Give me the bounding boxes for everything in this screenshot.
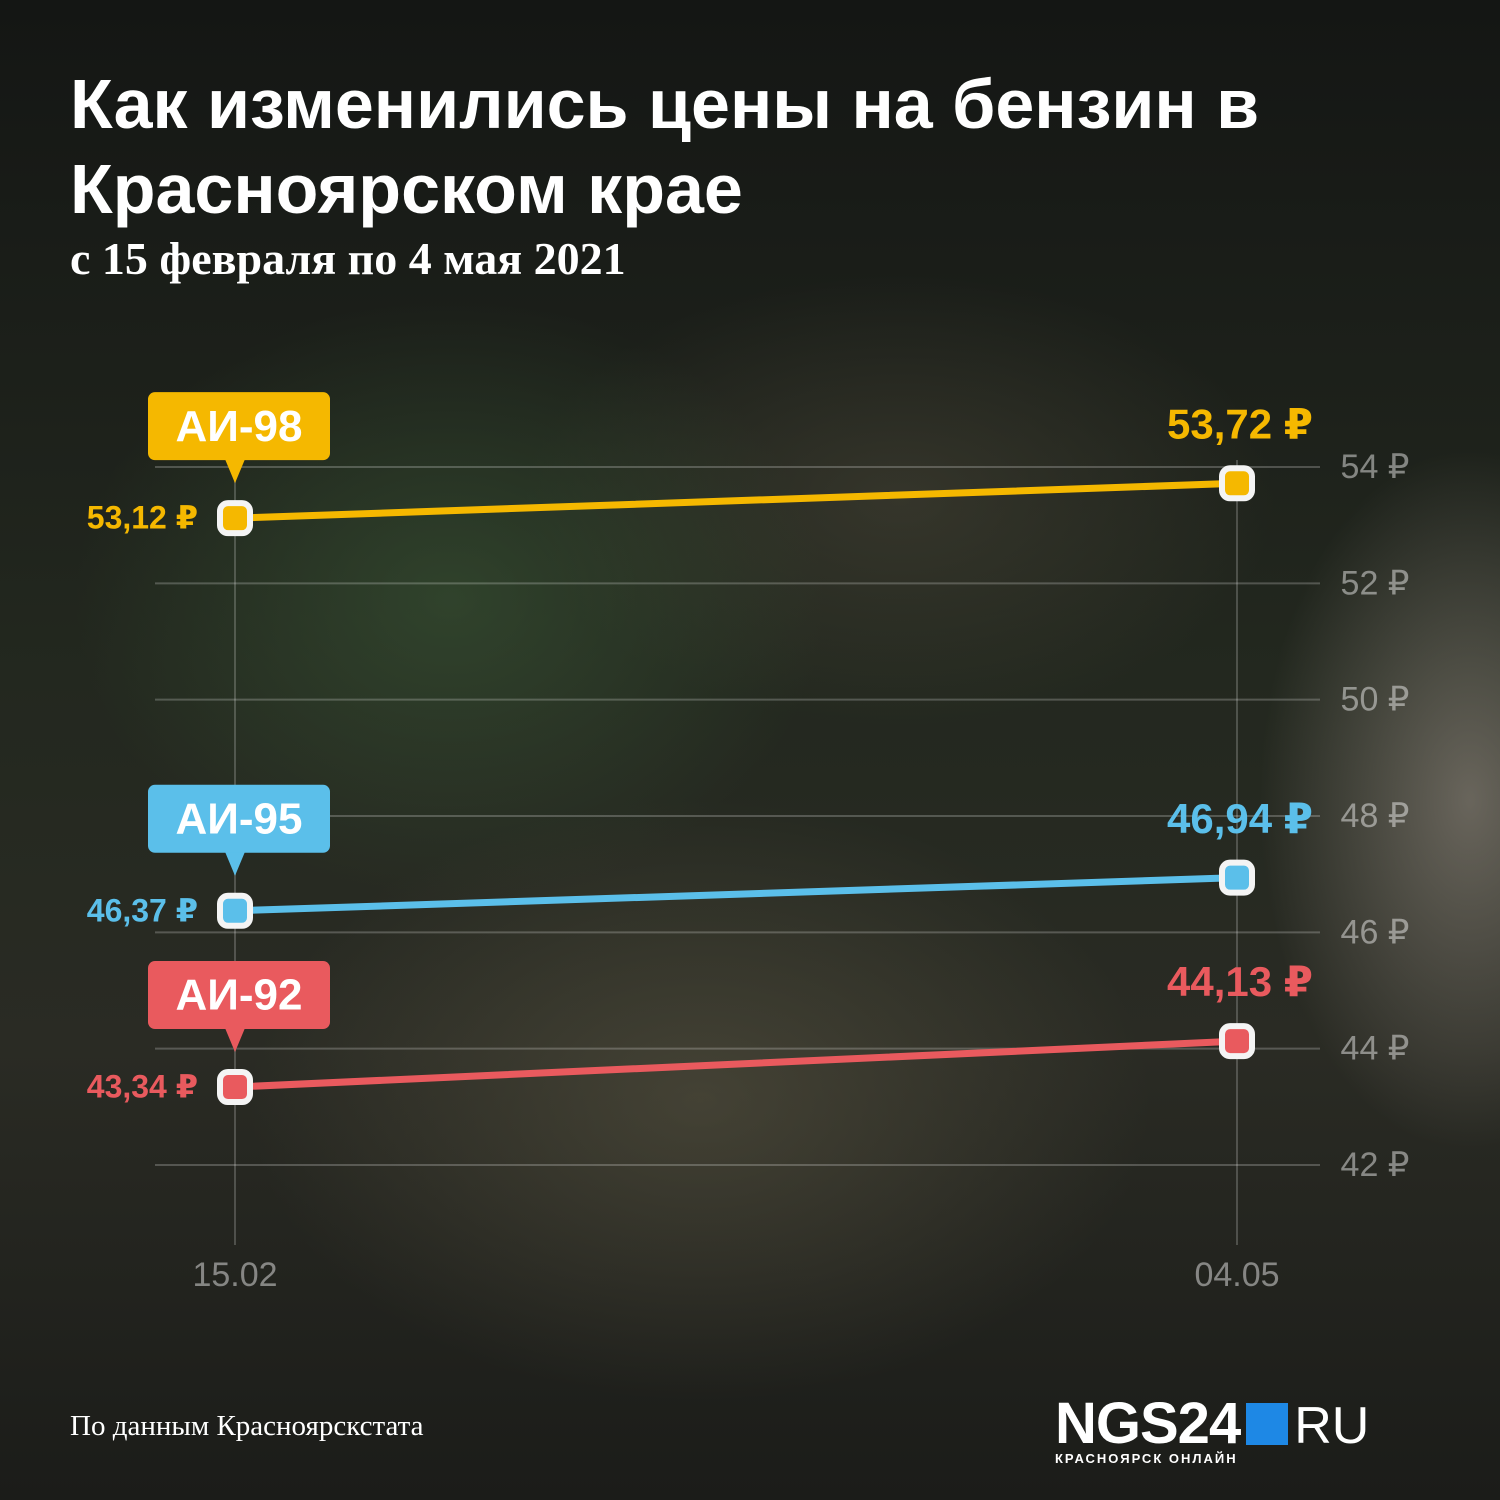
data-point [217, 1069, 253, 1106]
logo-domain: RU [1294, 1397, 1370, 1455]
value-label: 53,72 ₽ [1167, 400, 1313, 447]
logo: NGS24 RU КРАСНОЯРСК ОНЛАЙН [1055, 1390, 1369, 1466]
logo-main: NGS24 RU [1055, 1390, 1369, 1457]
badge-pointer [225, 459, 245, 484]
logo-square [1246, 1403, 1289, 1445]
legend-label: АИ-92 [176, 971, 303, 1020]
y-tick-label: 52 ₽ [1341, 564, 1410, 602]
data-point [1219, 465, 1255, 502]
value-label: 46,37 ₽ [87, 892, 198, 928]
y-tick-label: 42 ₽ [1341, 1146, 1410, 1184]
badge-pointer [225, 851, 245, 876]
x-tick-label: 15.02 [192, 1256, 277, 1294]
source-note: По данным Красноярскстата [70, 1410, 424, 1442]
y-tick-label: 44 ₽ [1341, 1030, 1410, 1068]
chart-subtitle: с 15 февраля по 4 мая 2021 [70, 233, 626, 284]
logo-tagline: КРАСНОЯРСК ОНЛАЙН [1055, 1451, 1238, 1466]
y-tick-label: 50 ₽ [1341, 681, 1410, 719]
y-tick-label: 46 ₽ [1341, 913, 1410, 951]
legend-badge [148, 392, 330, 461]
data-point [217, 500, 253, 537]
data-point [1219, 859, 1255, 896]
value-label: 43,34 ₽ [87, 1069, 198, 1105]
value-label: 44,13 ₽ [1167, 958, 1313, 1005]
legend-badge [148, 961, 330, 1030]
y-tick-label: 48 ₽ [1341, 797, 1410, 835]
x-tick-label: 04.05 [1194, 1256, 1279, 1294]
series-line [231, 1037, 1241, 1091]
legend-badge [148, 784, 330, 853]
badge-pointer [225, 1028, 245, 1053]
logo-name: NGS24 [1055, 1391, 1241, 1456]
value-label: 46,94 ₽ [1167, 795, 1313, 842]
data-point [217, 892, 253, 929]
legend-label: АИ-98 [176, 402, 303, 451]
series-line [231, 874, 1241, 915]
legend-label: АИ-95 [176, 794, 303, 843]
value-label: 53,12 ₽ [87, 500, 198, 536]
chart-title: Как изменились цены на бензин в Краснояр… [70, 65, 1260, 228]
y-tick-label: 54 ₽ [1341, 448, 1410, 486]
data-point [1219, 1023, 1255, 1060]
series-line [231, 479, 1241, 522]
